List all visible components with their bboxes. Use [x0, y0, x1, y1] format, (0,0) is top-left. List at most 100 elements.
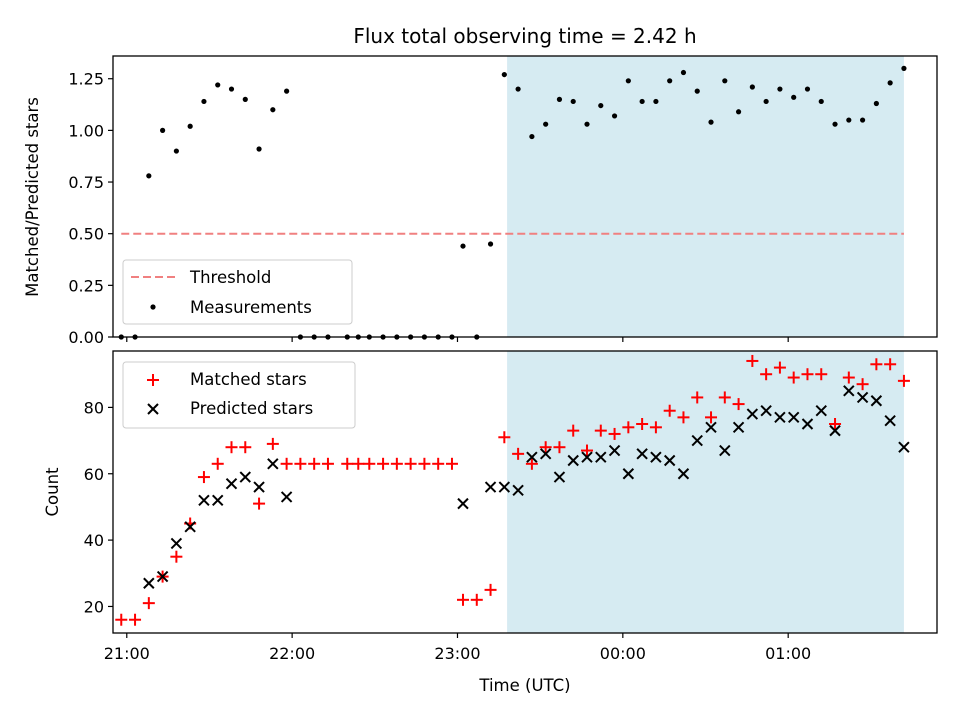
matched-star-point — [553, 441, 566, 454]
predicted-star-point — [280, 491, 293, 503]
measurement-point — [873, 100, 879, 107]
measurement-point — [160, 127, 166, 133]
predicted-star-point — [774, 411, 786, 424]
predicted-star-point — [691, 434, 703, 447]
measurement-point — [653, 98, 659, 105]
predicted-star-point — [787, 411, 800, 424]
matched-star-point — [787, 371, 800, 384]
predicted-star-point — [732, 421, 745, 434]
measurement-point — [270, 107, 276, 113]
measurement-point — [187, 123, 193, 129]
top-legend: Threshold Measurements — [122, 259, 353, 325]
matched-star-point — [649, 421, 662, 434]
measurement-point — [749, 84, 755, 90]
measurement-point — [242, 96, 248, 102]
predicted-star-point — [184, 521, 196, 533]
predicted-star-point — [198, 494, 210, 507]
measurement-point — [611, 113, 618, 119]
measurement-point — [598, 102, 604, 109]
top-x-ticks — [126, 337, 789, 342]
bottom-y-axis-label: Count — [43, 467, 62, 517]
x-axis-label: Time (UTC) — [478, 676, 570, 695]
measurement-point — [146, 173, 152, 179]
predicted-star-point — [512, 484, 524, 497]
matched-star-point — [129, 613, 142, 626]
matched-star-point — [842, 371, 855, 384]
predicted-star-point — [498, 481, 511, 493]
matched-star-point — [691, 391, 704, 404]
matched-star-point — [170, 550, 183, 563]
measurement-point — [215, 82, 221, 88]
measurement-point — [529, 133, 535, 140]
matched-star-point — [608, 427, 621, 440]
measurement-point — [284, 88, 290, 94]
predicted-star-point — [843, 385, 855, 397]
matched-star-point — [470, 593, 483, 606]
predicted-star-point — [650, 451, 662, 463]
predicted-star-point — [898, 441, 910, 453]
top-shaded-region — [507, 56, 904, 337]
measurement-point — [735, 109, 742, 115]
matched-star-point — [197, 471, 210, 484]
measurement-point — [228, 86, 235, 92]
predicted-star-point — [677, 468, 690, 480]
matched-star-point — [622, 421, 635, 434]
predicted-star-point — [760, 405, 772, 417]
predicted-star-point — [622, 468, 635, 480]
measurement-point — [832, 121, 838, 127]
matched-star-point — [456, 593, 469, 606]
matched-star-point — [445, 457, 458, 470]
matched-star-point — [815, 368, 828, 381]
matched-star-point — [856, 378, 869, 391]
legend-matched-label: Matched stars — [190, 370, 307, 389]
matched-star-point — [746, 354, 759, 367]
top-y-tick-label: 1.00 — [68, 121, 104, 140]
measurement-point — [625, 78, 631, 84]
matched-star-point — [280, 457, 293, 470]
matched-star-point — [253, 497, 266, 510]
predicted-star-point — [801, 418, 814, 430]
matched-star-point — [897, 374, 910, 387]
matched-star-point — [512, 447, 525, 460]
bottom-panel: 20 40 60 80 21:00 22:00 23:00 00:00 01:00 Count… — [43, 350, 938, 695]
bottom-y-ticks: 20 40 60 80 — [84, 398, 113, 616]
predicted-star-point — [156, 570, 169, 583]
measurement-point — [584, 121, 590, 127]
x-tick-label: 21:00 — [104, 644, 150, 663]
bottom-legend: Matched stars Predicted stars — [122, 361, 356, 429]
top-y-tick-label: 0.50 — [68, 225, 104, 244]
measurement-point — [804, 86, 811, 92]
measurement-point — [859, 117, 866, 123]
measurement-point — [460, 243, 466, 249]
matched-star-point — [266, 437, 279, 450]
bottom-x-ticks: 21:00 22:00 23:00 00:00 01:00 — [104, 633, 811, 663]
x-tick-label: 22:00 — [269, 644, 315, 663]
x-tick-label: 01:00 — [765, 644, 811, 663]
measurement-point — [777, 86, 783, 92]
measurement-points — [118, 65, 907, 340]
predicted-star-point — [212, 494, 224, 507]
predicted-star-point — [484, 481, 497, 493]
matched-star-point — [404, 457, 417, 470]
matched-star-point — [594, 424, 607, 437]
matched-star-point — [732, 398, 745, 411]
measurement-point — [487, 241, 494, 247]
legend-predicted-label: Predicted stars — [190, 399, 313, 418]
matched-star-point — [225, 441, 238, 454]
measurement-point — [791, 94, 797, 100]
matched-star-point — [705, 411, 718, 424]
legend-matched-swatch — [147, 374, 159, 386]
top-y-axis-label: Matched/Predicted stars — [23, 97, 42, 297]
matched-star-point — [418, 457, 431, 470]
predicted-star-point — [595, 451, 607, 463]
bottom-axes-frame — [112, 350, 938, 634]
predicted-star-point — [636, 448, 648, 460]
matched-star-point — [377, 457, 390, 470]
matched-star-point — [525, 457, 538, 470]
predicted-star-point — [746, 408, 759, 420]
predicted-star-point — [581, 451, 593, 463]
count-points — [115, 354, 910, 626]
matched-star-point — [294, 457, 307, 470]
predicted-star-point — [143, 577, 155, 589]
